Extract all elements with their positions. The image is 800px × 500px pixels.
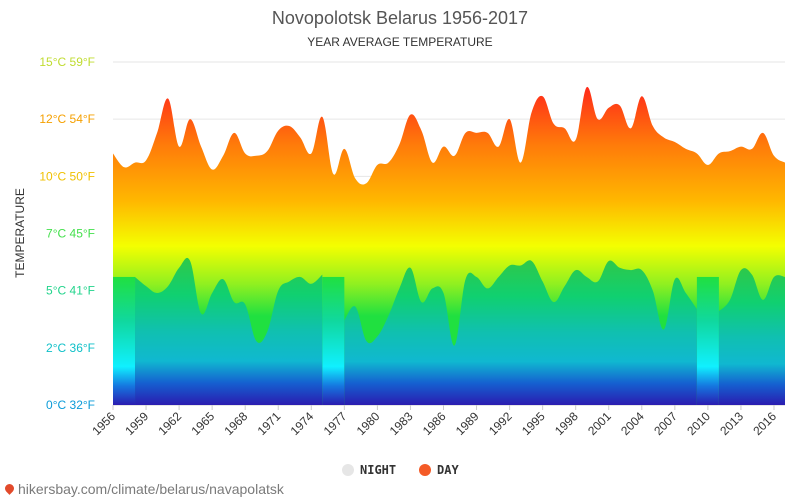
x-axis-ticks: 1956 1959 1962 1965 1968 1971 1974 1977 1980 1983… [89, 405, 779, 438]
chart-subtitle: YEAR AVERAGE TEMPERATURE [307, 35, 492, 49]
x-tick-label: 1986 [420, 409, 449, 438]
legend-night-label: NIGHT [360, 463, 396, 477]
x-tick-label: 2004 [618, 409, 647, 438]
source-link[interactable]: hikersbay.com/climate/belarus/navapolats… [3, 481, 284, 497]
x-tick-label: 1974 [288, 409, 317, 438]
y-axis-title: TEMPERATURE [13, 188, 27, 278]
y-tick-label: 7°C 45°F [46, 227, 95, 241]
x-tick-label: 1962 [155, 409, 184, 438]
y-tick-label: 0°C 32°F [46, 398, 95, 412]
legend: NIGHT DAY [342, 463, 459, 477]
night-gap [113, 276, 136, 405]
legend-day[interactable]: DAY [419, 463, 459, 477]
y-tick-label: 15°C 59°F [39, 55, 95, 69]
x-tick-label: 1965 [188, 409, 217, 438]
legend-day-label: DAY [437, 463, 459, 477]
x-tick-label: 1995 [519, 409, 548, 438]
x-tick-label: 1983 [387, 409, 416, 438]
y-axis-ticks: 0°C 32°F 2°C 36°F 5°C 41°F 7°C 45°F 10°C 50°… [39, 55, 95, 412]
night-gap [696, 276, 719, 405]
night-area [135, 257, 323, 405]
y-tick-label: 10°C 50°F [39, 169, 95, 183]
chart-title: Novopolotsk Belarus 1956-2017 [272, 8, 528, 28]
x-tick-label: 2010 [684, 409, 713, 438]
y-tick-label: 12°C 54°F [39, 112, 95, 126]
x-tick-label: 1998 [552, 409, 581, 438]
plot-areas [113, 86, 785, 405]
x-tick-label: 1992 [486, 409, 515, 438]
x-tick-label: 1968 [222, 409, 251, 438]
x-tick-label: 2016 [750, 409, 779, 438]
x-tick-label: 1971 [255, 409, 284, 438]
y-tick-label: 2°C 36°F [46, 341, 95, 355]
x-tick-label: 2007 [651, 409, 680, 438]
x-tick-label: 1977 [321, 409, 350, 438]
night-area [344, 260, 697, 405]
map-pin-icon [3, 482, 16, 495]
x-tick-label: 1980 [354, 409, 383, 438]
x-tick-label: 1956 [89, 409, 118, 438]
x-tick-label: 2013 [717, 409, 746, 438]
legend-day-marker [419, 464, 431, 476]
y-tick-label: 5°C 41°F [46, 284, 95, 298]
legend-night-marker [342, 464, 354, 476]
source-text: hikersbay.com/climate/belarus/navapolats… [18, 481, 284, 497]
x-tick-label: 1959 [122, 409, 151, 438]
x-tick-label: 2001 [585, 409, 614, 438]
night-gap [322, 276, 345, 405]
x-tick-label: 1989 [453, 409, 482, 438]
legend-night[interactable]: NIGHT [342, 463, 396, 477]
night-area [718, 268, 785, 405]
